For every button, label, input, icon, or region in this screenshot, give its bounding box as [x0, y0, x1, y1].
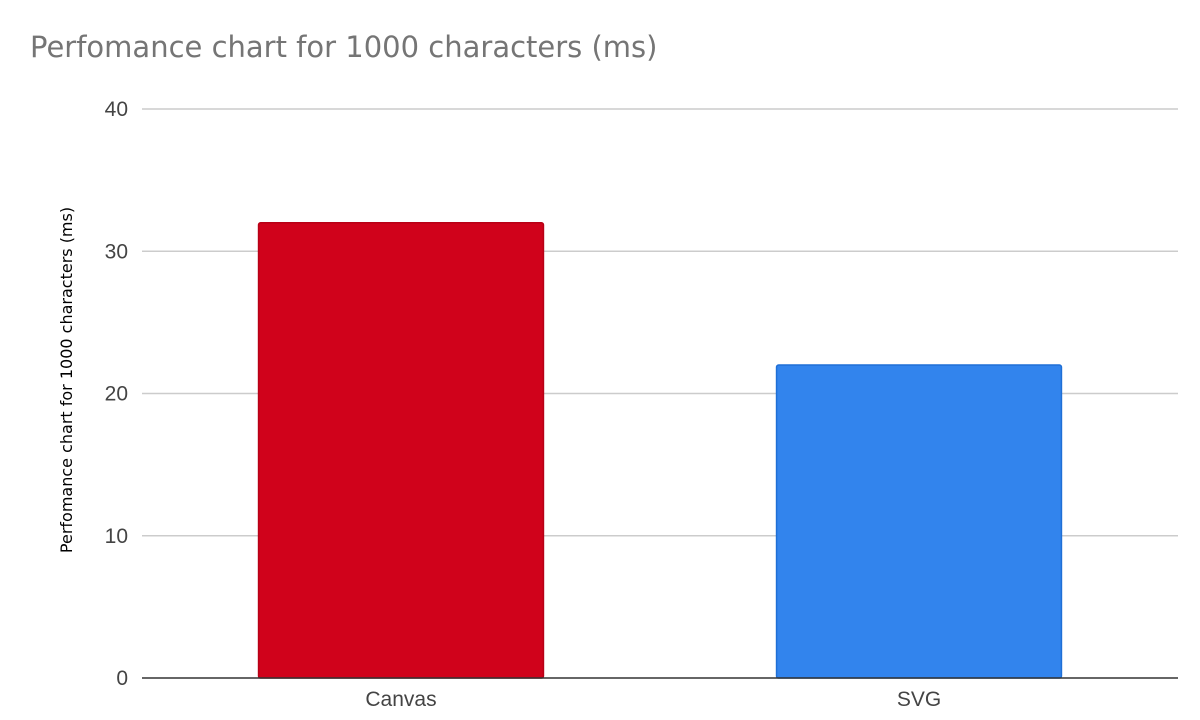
- x-tick-label-canvas: Canvas: [365, 688, 436, 711]
- y-tick-label: 30: [105, 240, 128, 263]
- y-tick-label: 10: [105, 525, 128, 548]
- y-tick-label: 0: [116, 667, 128, 690]
- y-axis-ticks: 0 10 20 30 40: [105, 98, 128, 690]
- y-tick-label: 20: [105, 383, 128, 406]
- bar-svg: [775, 364, 1063, 679]
- y-tick-label: 40: [105, 98, 128, 121]
- y-axis-title: Perfomance chart for 1000 characters (ms…: [57, 207, 76, 553]
- chart-title: Perfomance chart for 1000 characters (ms…: [30, 30, 657, 64]
- x-tick-label-svg: SVG: [897, 688, 941, 711]
- x-axis-ticks: Canvas SVG: [365, 688, 941, 711]
- bar-canvas: [257, 222, 545, 679]
- bars: [257, 222, 1063, 679]
